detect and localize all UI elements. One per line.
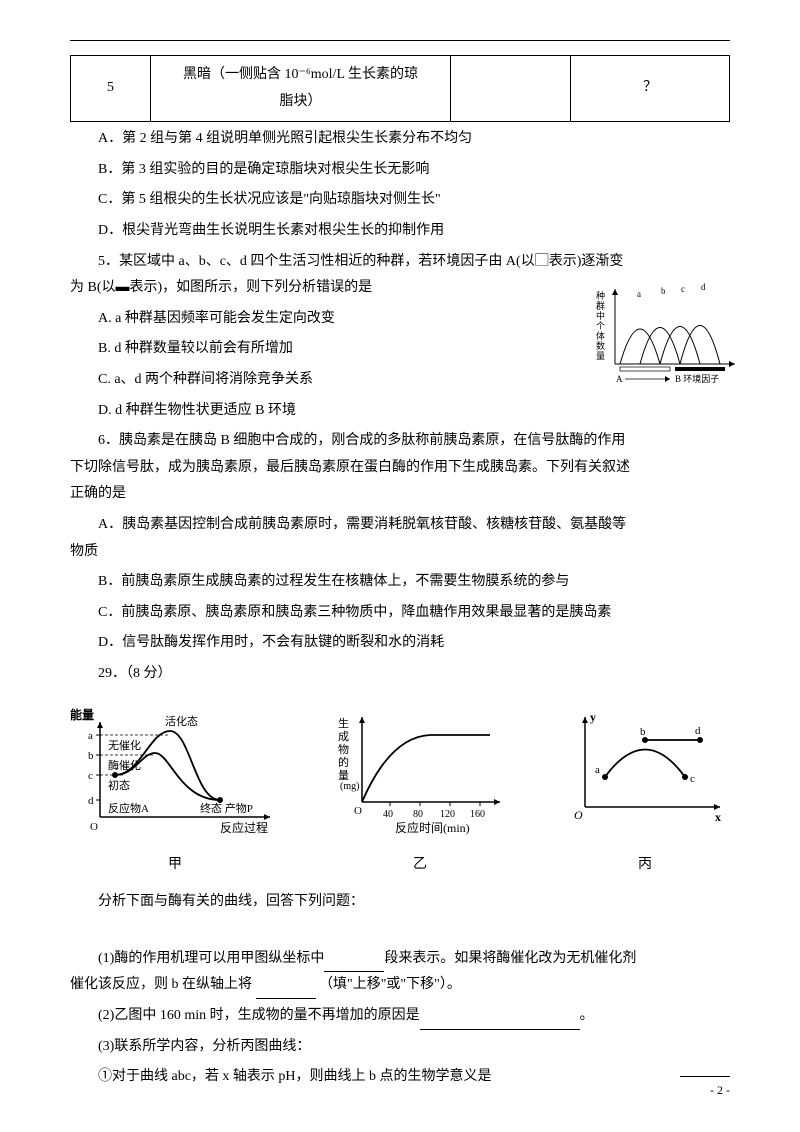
svg-text:终态 产物P: 终态 产物P [200, 801, 253, 815]
sub1a: (1)酶的作用机理可以用甲图纵坐标中 [98, 951, 324, 966]
q6-option-d: D．信号肽酶发挥作用时，不会有肽键的断裂和水的消耗 [70, 630, 730, 657]
q29-sub1: (1)酶的作用机理可以用甲图纵坐标中 段来表示。如果将酶催化改为无机催化剂 [70, 946, 730, 973]
q5-stem1: 5．某区域中 a、b、c、d 四个生活习性相近的种群，若环境因子由 A(以▢表示… [70, 249, 730, 276]
q4-option-d: D．根尖背光弯曲生长说明生长素对根尖生长的抑制作用 [70, 218, 730, 245]
chart-jia-caption: 甲 [70, 852, 280, 879]
chart-bing: y x O a b c d 丙 [560, 707, 730, 878]
svg-text:酶催化: 酶催化 [108, 758, 141, 772]
q29-sub3-1: ①对于曲线 abc，若 x 轴表示 pH，则曲线上 b 点的生物学意义是 [70, 1064, 730, 1091]
chart-yi: 生 成 物 的 量 (mg) 40 80 120 160 O 反应时间(min)… [330, 707, 510, 878]
svg-text:d: d [88, 795, 94, 807]
q29-sub3: (3)联系所学内容，分析丙图曲线： [70, 1034, 730, 1061]
q29-title: 29．（8 分） [70, 661, 730, 688]
svg-text:c: c [690, 773, 695, 785]
svg-text:d: d [701, 282, 706, 292]
q6-stem3: 正确的是 [70, 481, 730, 508]
svg-text:能量: 能量 [70, 707, 94, 722]
svg-text:初态: 初态 [108, 778, 130, 792]
q6-option-c: C．前胰岛素原、胰岛素原和胰岛素三种物质中，降血糖作用效果最显著的是胰岛素 [70, 600, 730, 627]
svg-text:种: 种 [596, 290, 605, 301]
svg-text:反应物A: 反应物A [108, 801, 149, 815]
svg-text:a: a [637, 289, 641, 299]
svg-text:中: 中 [596, 310, 605, 321]
svg-text:群: 群 [596, 300, 605, 311]
table-cell-1: 5 [71, 56, 151, 121]
q6-stem1: 6．胰岛素是在胰岛 B 细胞中合成的，刚合成的多肽称前胰岛素原，在信号肽酶的作用 [70, 428, 730, 455]
svg-text:无催化: 无催化 [108, 738, 141, 752]
svg-text:A: A [616, 374, 623, 384]
sub2a: (2)乙图中 160 min 时，生成物的量不再增加的原因是 [98, 1008, 420, 1023]
q5-graph: 种 群 中 个 体 数 量 a b c d A B 环境因子 [590, 279, 740, 389]
q6-option-a2: 物质 [70, 539, 730, 566]
q5-option-a: A. a 种群基因频率可能会发生定向改变 [70, 306, 500, 333]
svg-text:c: c [88, 770, 93, 782]
svg-text:y: y [590, 710, 596, 724]
q6-option-a1: A．胰岛素基因控制合成前胰岛素原时，需要消耗脱氧核苷酸、核糖核苷酸、氨基酸等 [70, 512, 730, 539]
cell2-line2: 脂块） [280, 89, 322, 116]
q4-option-b: B．第 3 组实验的目的是确定琼脂块对根尖生长无影响 [70, 157, 730, 184]
svg-text:反应时间(min): 反应时间(min) [395, 820, 470, 835]
svg-text:的: 的 [338, 755, 349, 769]
blank-2 [256, 982, 316, 999]
chart-jia: 能量 a b c d 活化态 无催化 酶催化 初态 [70, 707, 280, 878]
table-cell-3 [451, 56, 571, 121]
blank-3 [420, 1013, 580, 1030]
q5-option-d: D. d 种群生物性状更适应 B 环境 [70, 398, 730, 425]
page-footer: - 2 - [680, 1076, 730, 1102]
svg-text:体: 体 [596, 330, 605, 341]
svg-text:x: x [715, 810, 721, 824]
svg-text:O: O [354, 805, 362, 817]
svg-text:b: b [88, 750, 94, 762]
q6-stem2: 下切除信号肽，成为胰岛素原，最后胰岛素原在蛋白酶的作用下生成胰岛素。下列有关叙述 [70, 455, 730, 482]
svg-text:数: 数 [596, 340, 605, 351]
q5-option-c: C. a、d 两个种群间将消除竞争关系 [70, 367, 500, 394]
svg-text:个: 个 [596, 321, 605, 331]
q29-sub1-cont: 催化该反应，则 b 在纵轴上将 （填"上移"或"下移"）。 [70, 972, 730, 999]
charts-row: 能量 a b c d 活化态 无催化 酶催化 初态 [70, 707, 730, 878]
sub1d: （填"上移"或"下移"）。 [319, 977, 461, 992]
svg-text:80: 80 [413, 809, 423, 820]
q4-option-c: C．第 5 组根尖的生长状况应该是"向贴琼脂块对侧生长" [70, 187, 730, 214]
chart-bing-caption: 丙 [560, 852, 730, 879]
svg-text:40: 40 [383, 809, 393, 820]
svg-text:b: b [640, 726, 646, 738]
svg-text:d: d [695, 725, 701, 737]
svg-text:c: c [681, 284, 685, 294]
blank-1 [324, 956, 384, 973]
q29-prompt: 分析下面与酶有关的曲线，回答下列问题： [70, 889, 730, 916]
sub1b: 段来表示。如果将酶催化改为无机催化剂 [384, 951, 636, 966]
svg-text:活化态: 活化态 [165, 714, 198, 728]
svg-text:量: 量 [596, 351, 605, 361]
header-rule [70, 40, 730, 41]
svg-text:(mg): (mg) [340, 781, 359, 792]
svg-text:生: 生 [338, 716, 349, 730]
page-number: - 2 - [710, 1083, 730, 1097]
table-cell-4: ？ [571, 56, 729, 121]
table-cell-2: 黑暗（一侧贴含 10⁻⁶mol/L 生长素的琼 脂块） [151, 56, 451, 121]
svg-text:O: O [574, 808, 583, 822]
q5-option-b: B. d 种群数量较以前会有所增加 [70, 336, 500, 363]
q5-block: 5．某区域中 a、b、c、d 四个生活习性相近的种群，若环境因子由 A(以▢表示… [70, 249, 730, 425]
svg-text:a: a [595, 764, 600, 776]
footer-rule [680, 1076, 730, 1077]
svg-text:b: b [661, 286, 666, 296]
sub2b: 。 [580, 1008, 594, 1023]
svg-text:O: O [90, 821, 98, 833]
q4-option-a: A．第 2 组与第 4 组说明单侧光照引起根尖生长素分布不均匀 [70, 126, 730, 153]
data-table-row: 5 黑暗（一侧贴含 10⁻⁶mol/L 生长素的琼 脂块） ？ [70, 55, 730, 122]
q29-sub2: (2)乙图中 160 min 时，生成物的量不再增加的原因是 。 [70, 1003, 730, 1030]
cell2-line1: 黑暗（一侧贴含 10⁻⁶mol/L 生长素的琼 [183, 62, 418, 89]
svg-text:物: 物 [338, 742, 349, 756]
svg-text:成: 成 [338, 730, 349, 743]
sub1c: 催化该反应，则 b 在纵轴上将 [70, 977, 252, 992]
svg-text:B 环境因子: B 环境因子 [675, 373, 719, 384]
svg-text:160: 160 [470, 809, 485, 820]
chart-yi-caption: 乙 [330, 852, 510, 879]
svg-text:a: a [88, 730, 93, 742]
q6-option-b: B．前胰岛素原生成胰岛素的过程发生在核糖体上，不需要生物膜系统的参与 [70, 569, 730, 596]
svg-text:120: 120 [440, 809, 455, 820]
svg-text:反应过程: 反应过程 [220, 820, 268, 835]
